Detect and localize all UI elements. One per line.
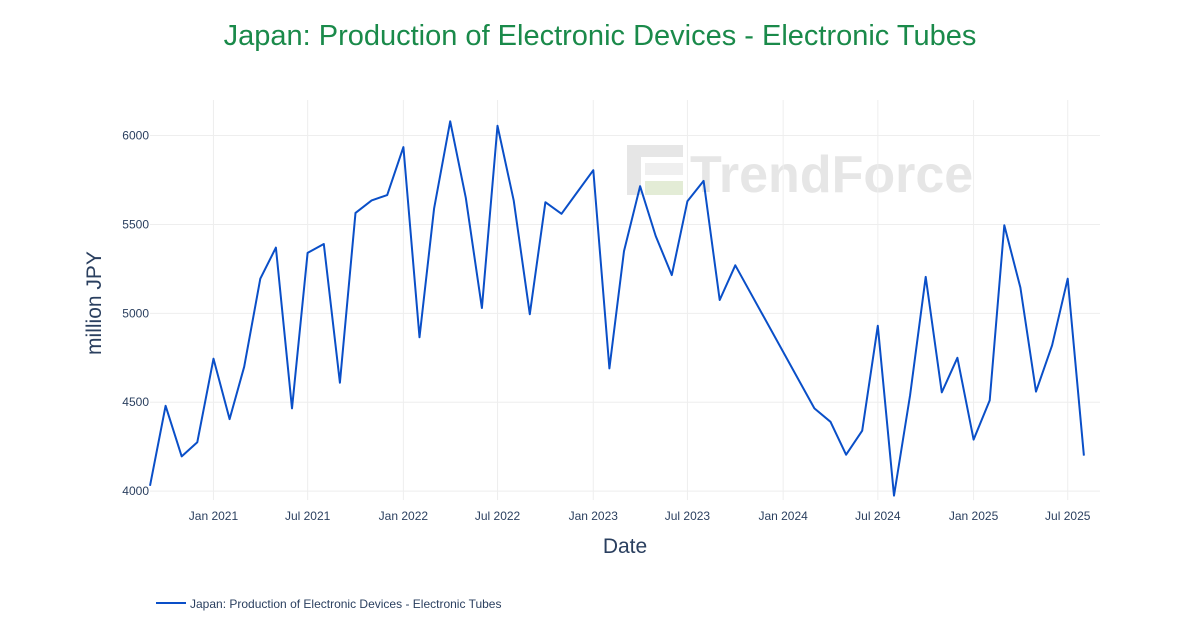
x-tick-label: Jan 2025 bbox=[949, 509, 999, 523]
data-point[interactable] bbox=[891, 493, 897, 499]
data-point[interactable] bbox=[241, 364, 247, 370]
legend-label: Japan: Production of Electronic Devices … bbox=[190, 597, 501, 611]
x-tick-label: Jul 2024 bbox=[855, 509, 901, 523]
data-point[interactable] bbox=[369, 197, 375, 203]
data-point[interactable] bbox=[828, 419, 834, 425]
data-point[interactable] bbox=[257, 276, 263, 282]
data-point[interactable] bbox=[637, 183, 643, 189]
data-point[interactable] bbox=[811, 405, 817, 411]
data-point[interactable] bbox=[987, 397, 993, 403]
data-point[interactable] bbox=[669, 272, 675, 278]
data-point[interactable] bbox=[227, 416, 233, 422]
y-tick-label: 4000 bbox=[122, 484, 149, 498]
trendforce-logo-icon bbox=[627, 145, 683, 195]
data-point[interactable] bbox=[1017, 285, 1023, 291]
data-point[interactable] bbox=[907, 392, 913, 398]
grid bbox=[150, 100, 1100, 500]
data-point[interactable] bbox=[431, 205, 437, 211]
data-point[interactable] bbox=[701, 178, 707, 184]
trendforce-watermark: TrendForce bbox=[627, 145, 973, 204]
data-point[interactable] bbox=[1081, 453, 1087, 459]
data-point[interactable] bbox=[210, 356, 216, 362]
data-point[interactable] bbox=[859, 428, 865, 434]
data-point[interactable] bbox=[337, 380, 343, 386]
y-tick-label: 5000 bbox=[122, 306, 149, 320]
x-tick-label: Jul 2021 bbox=[285, 509, 331, 523]
data-point[interactable] bbox=[843, 452, 849, 458]
data-point[interactable] bbox=[495, 123, 501, 129]
data-point[interactable] bbox=[479, 305, 485, 311]
data-point[interactable] bbox=[527, 311, 533, 317]
series-layer bbox=[149, 118, 1087, 499]
x-tick-label: Jul 2022 bbox=[475, 509, 521, 523]
y-tick-label: 5500 bbox=[122, 217, 149, 231]
data-point[interactable] bbox=[463, 195, 469, 201]
watermark-text: TrendForce bbox=[690, 146, 973, 204]
axes: Date million JPY 4000 4500 5000 5500 6000 Jan… bbox=[83, 129, 1091, 558]
legend[interactable]: Japan: Production of Electronic Devices … bbox=[156, 597, 501, 611]
data-point[interactable] bbox=[606, 365, 612, 371]
data-point[interactable] bbox=[732, 262, 738, 268]
x-tick-label: Jan 2023 bbox=[569, 509, 619, 523]
y-tick-label: 4500 bbox=[122, 395, 149, 409]
data-point[interactable] bbox=[939, 389, 945, 395]
x-tick-label: Jan 2022 bbox=[379, 509, 429, 523]
data-point[interactable] bbox=[384, 192, 390, 198]
data-point[interactable] bbox=[194, 439, 200, 445]
data-point[interactable] bbox=[1001, 222, 1007, 228]
data-point[interactable] bbox=[717, 297, 723, 303]
data-point[interactable] bbox=[289, 405, 295, 411]
data-point[interactable] bbox=[559, 211, 565, 217]
data-point[interactable] bbox=[447, 118, 453, 124]
data-point[interactable] bbox=[305, 250, 311, 256]
chart-title: Japan: Production of Electronic Devices … bbox=[223, 20, 977, 52]
data-point[interactable] bbox=[511, 197, 517, 203]
data-point[interactable] bbox=[179, 453, 185, 459]
data-point[interactable] bbox=[954, 355, 960, 361]
data-point[interactable] bbox=[875, 323, 881, 329]
data-point[interactable] bbox=[400, 144, 406, 150]
y-axis-title: million JPY bbox=[83, 251, 106, 355]
x-tick-label: Jul 2025 bbox=[1045, 509, 1091, 523]
x-tick-label: Jan 2024 bbox=[758, 509, 808, 523]
data-point[interactable] bbox=[1033, 389, 1039, 395]
data-point[interactable] bbox=[1065, 276, 1071, 282]
x-tick-label: Jul 2023 bbox=[665, 509, 711, 523]
data-point[interactable] bbox=[273, 245, 279, 251]
data-point[interactable] bbox=[621, 248, 627, 254]
data-point[interactable] bbox=[574, 189, 580, 195]
x-axis-title: Date bbox=[603, 535, 647, 558]
data-point[interactable] bbox=[163, 403, 169, 409]
data-point[interactable] bbox=[353, 210, 359, 216]
data-point[interactable] bbox=[684, 198, 690, 204]
data-point[interactable] bbox=[653, 233, 659, 239]
data-point[interactable] bbox=[416, 334, 422, 340]
data-point[interactable] bbox=[1049, 342, 1055, 348]
data-point[interactable] bbox=[542, 199, 548, 205]
x-tick-label: Jan 2021 bbox=[189, 509, 239, 523]
data-point[interactable] bbox=[590, 167, 596, 173]
y-tick-label: 6000 bbox=[122, 129, 149, 143]
data-point[interactable] bbox=[971, 437, 977, 443]
data-point[interactable] bbox=[923, 274, 929, 280]
series-line bbox=[149, 120, 1085, 497]
data-point[interactable] bbox=[321, 241, 327, 247]
